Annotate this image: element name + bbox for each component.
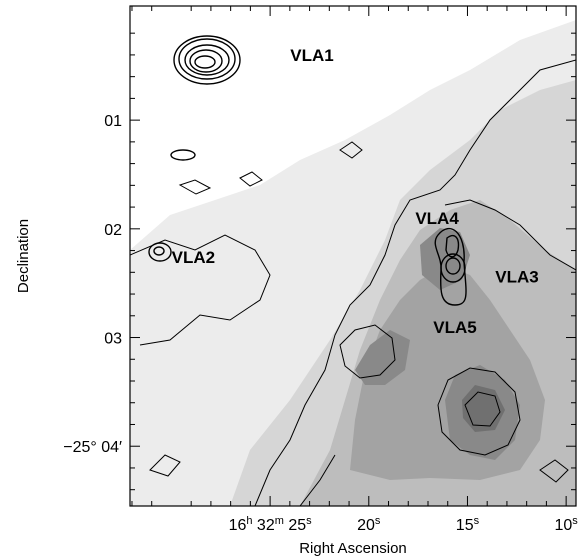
source-label-vla1: VLA1 xyxy=(290,46,333,65)
x-tick-label-15s: 15s xyxy=(456,515,480,534)
x-axis-title: Right Ascension xyxy=(299,540,407,557)
y-tick-label-01: 01 xyxy=(104,113,122,130)
y-tick-label-03: 03 xyxy=(104,331,122,348)
emission-layer-5c xyxy=(420,228,470,290)
emission-contours xyxy=(130,59,576,506)
source-labels: VLA1 VLA2 VLA3 VLA4 VLA5 xyxy=(172,46,539,337)
small-blob-contours xyxy=(170,149,196,161)
x-tick-label-20s: 20s xyxy=(357,515,381,534)
emission-layer-1b xyxy=(130,300,250,480)
source-label-vla5: VLA5 xyxy=(433,318,476,337)
y-tick-label-04: −25° 04′ xyxy=(63,439,122,456)
source-contours xyxy=(148,35,467,306)
axis-tick-marks xyxy=(130,6,576,506)
greyscale-emission-map xyxy=(130,6,576,506)
source-label-vla3: VLA3 xyxy=(495,267,538,286)
source-label-vla4: VLA4 xyxy=(415,209,459,228)
y-tick-label-02: 02 xyxy=(104,222,122,239)
vla2-contours xyxy=(148,242,172,262)
x-tick-labels: 16h 32m 25s 20s 15s 10s xyxy=(229,515,579,534)
emission-layer-5 xyxy=(355,330,410,385)
vla1-contours xyxy=(173,35,241,85)
x-tick-label-25s: 16h 32m 25s xyxy=(229,515,313,534)
x-tick-label-10s: 10s xyxy=(554,515,578,534)
y-tick-labels: 01 02 03 −25° 04′ xyxy=(63,113,122,456)
plot-frame xyxy=(129,5,577,507)
source-label-vla2: VLA2 xyxy=(172,248,215,267)
y-axis-title: Declination xyxy=(15,219,32,293)
vla3-vla4-vla5-contours xyxy=(434,227,467,306)
